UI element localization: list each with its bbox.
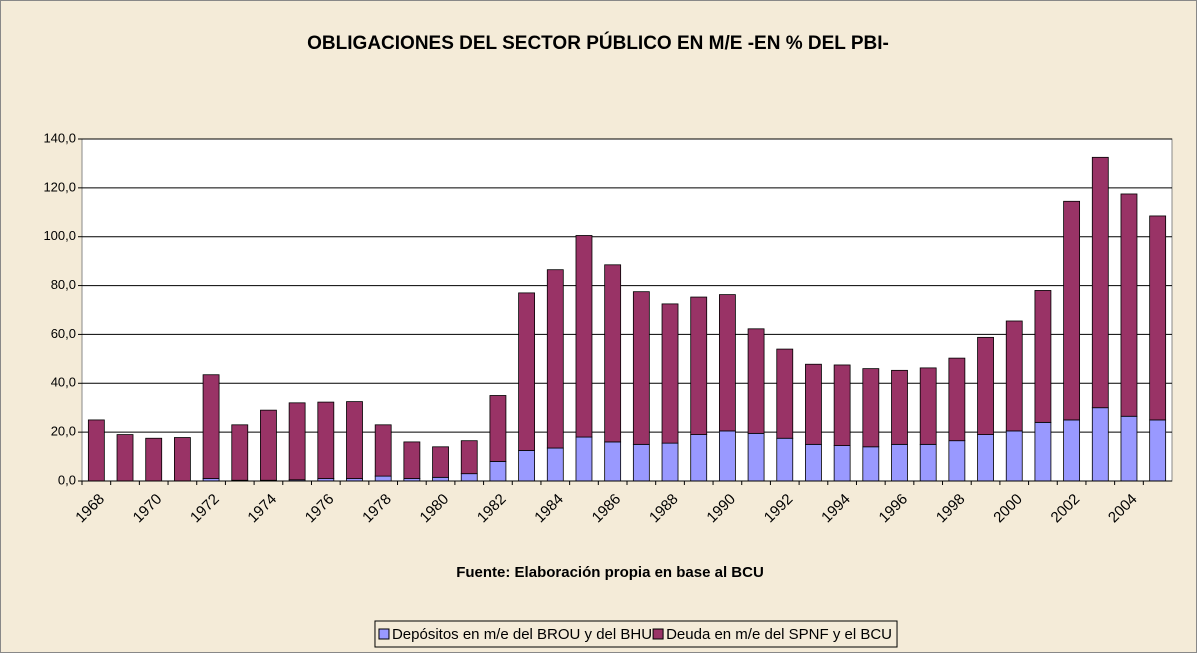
bar-segment (546, 447, 564, 482)
legend-label: Depósitos en m/e del BROU y del BHU (392, 626, 652, 643)
bar-segment (575, 436, 593, 482)
bar-segment (632, 291, 650, 445)
bar-segment (116, 434, 134, 482)
y-tick-label: 80,0 (51, 277, 76, 292)
bar-segment (546, 269, 564, 449)
bar-segment (1005, 320, 1023, 432)
bar-segment (661, 303, 679, 444)
bar-segment (346, 401, 363, 479)
bar-segment (460, 440, 478, 475)
bar-segment (1149, 419, 1167, 482)
bar-segment (718, 294, 736, 432)
bar-segment (805, 363, 822, 445)
bar-segment (87, 419, 105, 482)
legend-box (374, 620, 898, 648)
bar-segment (977, 336, 994, 435)
chart-title: OBLIGACIONES DEL SECTOR PÚBLICO EN M/E -… (307, 32, 889, 54)
bar-segment (1091, 156, 1109, 409)
bar-segment (747, 432, 765, 482)
bar-segment (173, 437, 191, 482)
bar-segment (833, 445, 851, 482)
bar-segment (1063, 419, 1081, 482)
bar-segment (632, 443, 650, 482)
bar-segment (403, 441, 421, 479)
y-tick-label: 60,0 (51, 326, 76, 341)
bar-segment (575, 235, 593, 438)
bar-segment (1005, 430, 1023, 482)
bar-segment (1149, 215, 1167, 421)
bar-segment (1034, 421, 1052, 482)
bar-segment (374, 475, 392, 482)
chart-subtitle: Fuente: Elaboración propia en base al BC… (456, 564, 764, 581)
y-tick-label: 40,0 (51, 375, 76, 390)
bar-segment (661, 442, 679, 482)
y-tick-label: 20,0 (51, 424, 76, 439)
bar-segment (718, 430, 736, 482)
bar-segment (604, 441, 622, 482)
bar-segment (891, 443, 908, 482)
bar-segment (432, 476, 449, 482)
bar-segment (833, 364, 851, 446)
bar-segment (489, 461, 507, 482)
bar-segment (1063, 200, 1081, 421)
legend: Depósitos en m/e del BROU y del BHU Deuda… (374, 620, 898, 648)
bar-segment (460, 473, 478, 482)
y-tick-label: 0,0 (58, 472, 76, 487)
bar-segment (948, 357, 966, 442)
bar-segment (432, 446, 449, 478)
bar-segment (1034, 290, 1052, 423)
bar-segment (202, 374, 220, 479)
bar-segment (1120, 193, 1138, 417)
bar-segment (919, 443, 937, 482)
y-tick-label: 100,0 (43, 228, 76, 243)
bar-segment (489, 395, 507, 462)
bar-segment (977, 434, 994, 482)
legend-label: Deuda en m/e del SPNF y el BCU (666, 626, 892, 643)
bar-segment (776, 348, 794, 439)
bar-segment (604, 264, 622, 443)
bar-segment (518, 450, 536, 482)
bar-segment (690, 296, 708, 435)
bar-segment (317, 401, 335, 479)
y-tick-label: 120,0 (43, 179, 76, 194)
bar-segment (776, 437, 794, 482)
bar-segment (374, 424, 392, 477)
bar-segment (948, 440, 966, 482)
bar-segment (747, 328, 765, 434)
bar-segment (805, 443, 822, 482)
bar-segment (518, 292, 536, 451)
bar-segment (260, 409, 277, 481)
bar-segment (1120, 415, 1138, 482)
bar-segment (145, 437, 163, 482)
bar-segment (919, 367, 937, 445)
bar-segment (231, 424, 249, 481)
y-tick-label: 140,0 (43, 130, 76, 145)
legend-swatch (652, 628, 664, 640)
bar-segment (690, 434, 708, 482)
bar-segment (862, 446, 880, 482)
bar-segment (862, 368, 880, 448)
bar-segment (288, 402, 306, 481)
bar-segment (891, 369, 908, 445)
bar-segment (1091, 407, 1109, 482)
legend-swatch (378, 628, 390, 640)
